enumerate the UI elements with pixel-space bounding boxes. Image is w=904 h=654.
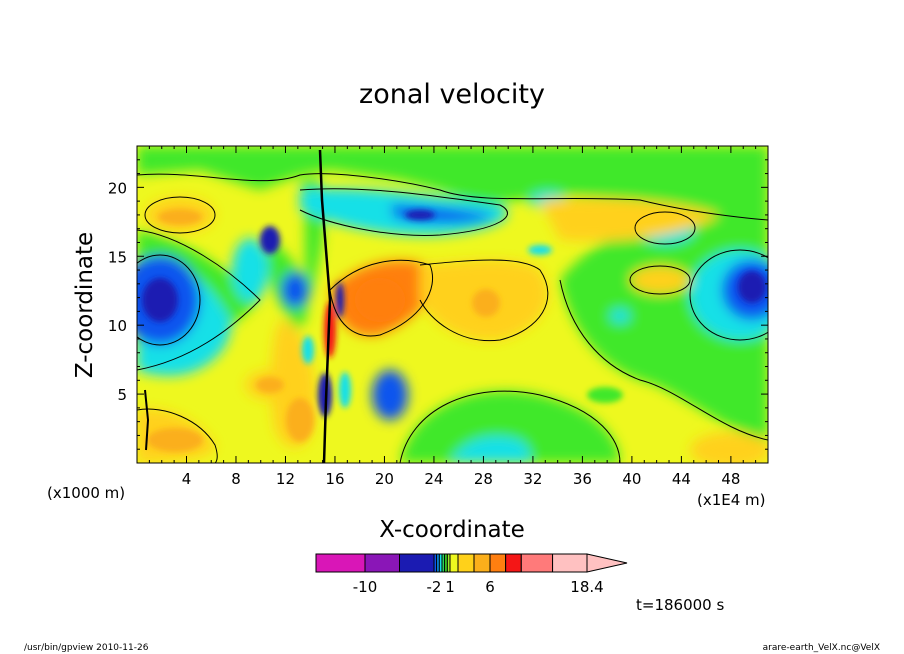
colorbar-swatch-14	[520, 553, 554, 573]
x-tick-label-6: 28	[474, 470, 493, 488]
colorbar-tick-labels: -10 -2 1 6 18.4	[353, 578, 604, 596]
contour-field	[137, 146, 768, 463]
y-tick-label-3: 20	[108, 179, 127, 197]
plot-frame	[136, 145, 769, 464]
colorbar-swatch-15	[552, 553, 588, 573]
x-tick-label-4: 20	[375, 470, 394, 488]
x-tick-label-10: 44	[672, 470, 691, 488]
x-tick-label-5: 24	[424, 470, 443, 488]
colorbar-swatch-11	[473, 553, 491, 573]
x-axis: 4 8 12 16 20 24 28 32 36 40 44 48	[148, 146, 757, 488]
colorbar-swatch-10	[457, 553, 475, 573]
x-tick-label-3: 16	[325, 470, 344, 488]
y-tick-label-1: 10	[108, 317, 127, 335]
time-label: t=186000 s	[636, 596, 724, 614]
y-unit-label: (x1000 m)	[47, 484, 125, 502]
colorbar-tick-label-2: 1	[445, 578, 455, 596]
colorbar-swatch-0	[315, 553, 366, 573]
colorbar-tick-label-3: 6	[485, 578, 495, 596]
x-tick-label-1: 8	[231, 470, 241, 488]
colorbar	[315, 553, 628, 573]
chart-title: zonal velocity	[359, 79, 545, 110]
x-tick-label-7: 32	[523, 470, 542, 488]
colorbar-tick-label-4: 18.4	[570, 578, 603, 596]
y-tick-label-0: 5	[117, 386, 127, 404]
x-tick-label-8: 36	[573, 470, 592, 488]
x-unit-label: (x1E4 m)	[697, 491, 766, 509]
colorbar-swatch-2	[399, 553, 435, 573]
x-tick-label-2: 12	[276, 470, 295, 488]
colorbar-swatch-1	[364, 553, 400, 573]
colorbar-tick-label-0: -10	[353, 578, 378, 596]
x-axis-label: X-coordinate	[379, 517, 525, 543]
colorbar-swatch-13	[505, 553, 522, 573]
x-tick-label-0: 4	[182, 470, 192, 488]
y-axis: 5 10 15 20	[108, 159, 768, 450]
footer-left: /usr/bin/gpview 2010-11-26	[24, 643, 149, 653]
colorbar-extend-arrow	[586, 553, 628, 573]
footer-right: arare-earth_VelX.nc@VelX	[763, 643, 880, 653]
x-tick-label-11: 48	[721, 470, 740, 488]
colorbar-swatch-12	[489, 553, 507, 573]
y-axis-label: Z-coordinate	[72, 232, 98, 378]
colorbar-swatch-9	[449, 553, 459, 573]
y-tick-label-2: 15	[108, 248, 127, 266]
x-tick-label-9: 40	[622, 470, 641, 488]
colorbar-tick-label-1: -2	[427, 578, 442, 596]
